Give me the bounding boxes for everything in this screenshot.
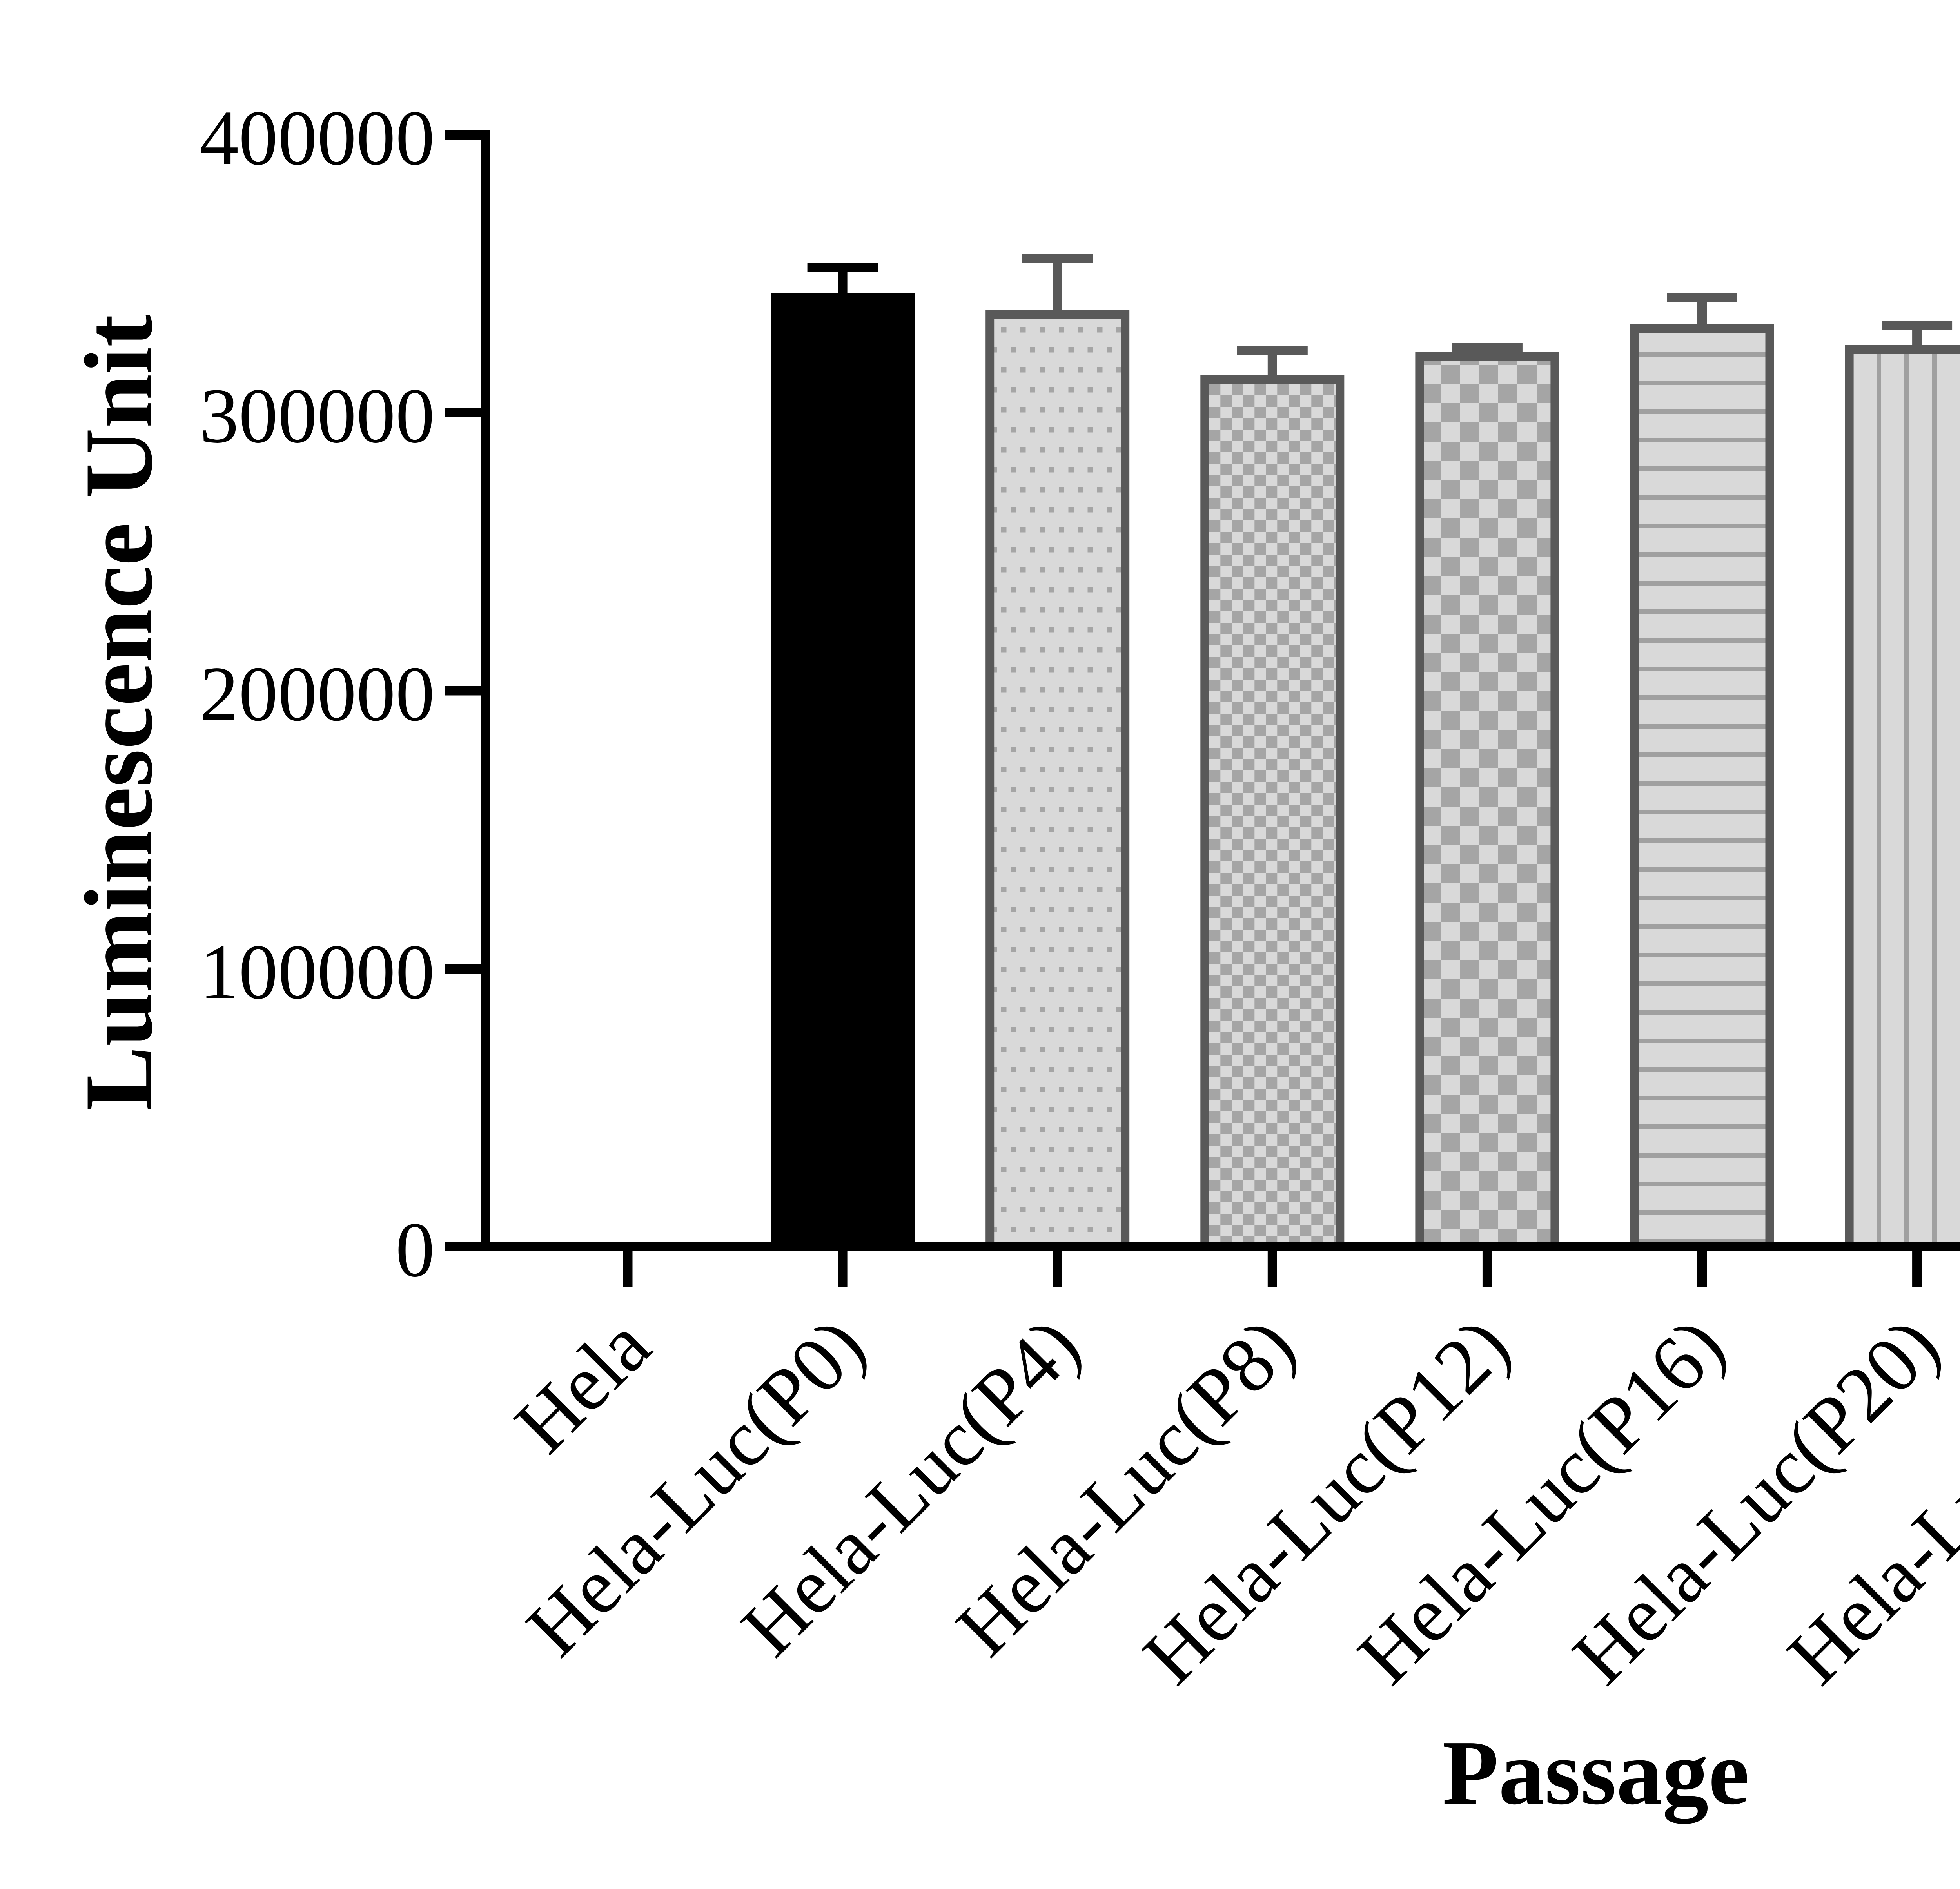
svg-text:0: 0 bbox=[396, 1207, 435, 1293]
svg-text:200000: 200000 bbox=[200, 651, 435, 738]
svg-text:Hela: Hela bbox=[498, 1301, 667, 1469]
svg-text:Hela-Luc(P20): Hela-Luc(P20) bbox=[1556, 1301, 1956, 1700]
svg-text:Hela-Luc(P12): Hela-Luc(P12) bbox=[1126, 1301, 1526, 1700]
svg-text:Hela-Luc(P16): Hela-Luc(P16) bbox=[1341, 1301, 1741, 1700]
svg-text:300000: 300000 bbox=[200, 373, 435, 459]
svg-text:Luminescence Unit: Luminescence Unit bbox=[65, 315, 172, 1111]
svg-text:400000: 400000 bbox=[200, 95, 435, 181]
svg-text:100000: 100000 bbox=[200, 929, 435, 1015]
svg-text:Passage: Passage bbox=[1442, 1722, 1749, 1824]
